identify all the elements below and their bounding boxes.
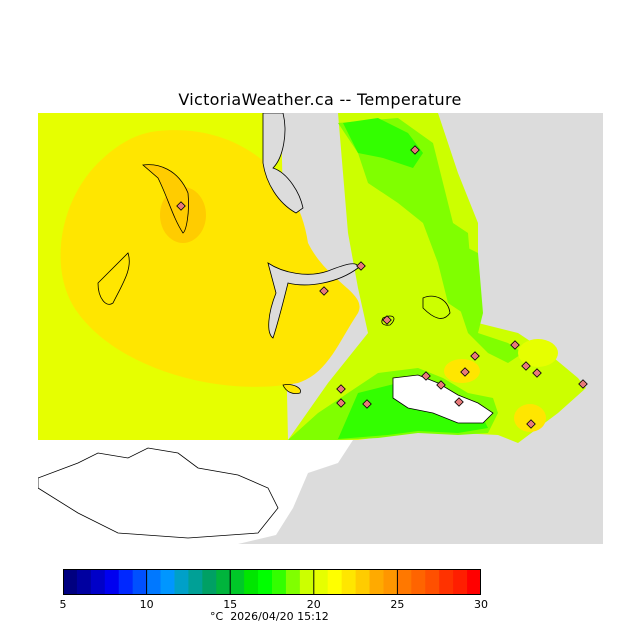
- legend-color-cell: [453, 569, 468, 595]
- legend-timestamp: 2026/04/20 15:12: [230, 610, 329, 623]
- legend-caption: °C 2026/04/20 15:12: [210, 610, 329, 623]
- legend-unit: °C: [210, 610, 224, 623]
- inlet-north: [262, 113, 304, 214]
- legend-color-cell: [369, 569, 384, 595]
- station-marker: [532, 368, 542, 378]
- legend-color-cell: [439, 569, 454, 595]
- band-green-north: [338, 118, 473, 313]
- band-warm-east-3: [514, 404, 546, 432]
- legend-color-cell: [230, 569, 245, 595]
- legend-color-cell: [383, 569, 398, 595]
- band-warm-east-2: [518, 339, 558, 367]
- legend-color-cell: [188, 569, 203, 595]
- station-marker: [356, 261, 366, 271]
- legend-color-cell: [397, 569, 412, 595]
- legend-color-cell: [258, 569, 273, 595]
- color-scale-legend: [63, 569, 481, 595]
- legend-color-cell: [467, 569, 481, 595]
- legend-tick-label: 5: [59, 598, 67, 611]
- station-marker: [510, 340, 520, 350]
- inlet-west: [267, 262, 359, 339]
- station-marker: [578, 379, 588, 389]
- legend-color-cell: [76, 569, 92, 595]
- station-marker: [410, 145, 420, 155]
- legend-color-cell: [341, 569, 357, 595]
- station-marker: [521, 361, 531, 371]
- legend-color-cell: [202, 569, 217, 595]
- station-marker: [362, 399, 372, 409]
- legend-color-cell: [216, 569, 231, 595]
- islands-south: [392, 374, 494, 424]
- band-green-coast: [458, 243, 523, 363]
- legend-color-cell: [132, 569, 148, 595]
- legend-color-cell: [63, 569, 78, 595]
- station-marker: [460, 367, 470, 377]
- legend-color-cell: [118, 569, 134, 595]
- legend-color-cell: [327, 569, 343, 595]
- temperature-contour-map: [38, 113, 603, 544]
- legend-tick-label: 15: [223, 598, 238, 611]
- coast-south: [38, 447, 279, 539]
- legend-color-cell: [160, 569, 175, 595]
- legend-color-cell: [272, 569, 287, 595]
- legend-color-cell: [355, 569, 371, 595]
- station-marker: [319, 286, 329, 296]
- legend-color-cell: [313, 569, 329, 595]
- station-marker: [382, 315, 392, 325]
- island-small-2: [142, 164, 189, 234]
- island-small-4: [282, 384, 301, 394]
- legend-color-cell: [299, 569, 315, 595]
- band-green-north-dark: [343, 118, 423, 168]
- legend-color-cell: [146, 569, 162, 595]
- island-small-3: [422, 295, 451, 319]
- legend-color-cell: [244, 569, 259, 595]
- station-marker: [336, 398, 346, 408]
- legend-color-cell: [104, 569, 120, 595]
- legend-color-cell: [90, 569, 106, 595]
- legend-tick-label: 20: [306, 598, 321, 611]
- legend-color-cell: [285, 569, 301, 595]
- legend-tick-label: 10: [139, 598, 154, 611]
- legend-tick-label: 30: [474, 598, 488, 611]
- station-markers: [176, 145, 588, 429]
- station-marker: [436, 380, 446, 390]
- station-marker: [176, 201, 186, 211]
- legend-color-cell: [411, 569, 426, 595]
- station-marker: [454, 397, 464, 407]
- legend-color-cell: [425, 569, 440, 595]
- station-marker: [421, 371, 431, 381]
- map-title: VictoriaWeather.ca -- Temperature: [178, 90, 462, 109]
- station-marker: [470, 351, 480, 361]
- band-green-south-dark: [338, 381, 488, 439]
- station-marker: [526, 419, 536, 429]
- island-small-1: [97, 252, 130, 305]
- legend-color-cell: [174, 569, 189, 595]
- legend-tick-label: 25: [390, 598, 405, 611]
- station-marker: [336, 384, 346, 394]
